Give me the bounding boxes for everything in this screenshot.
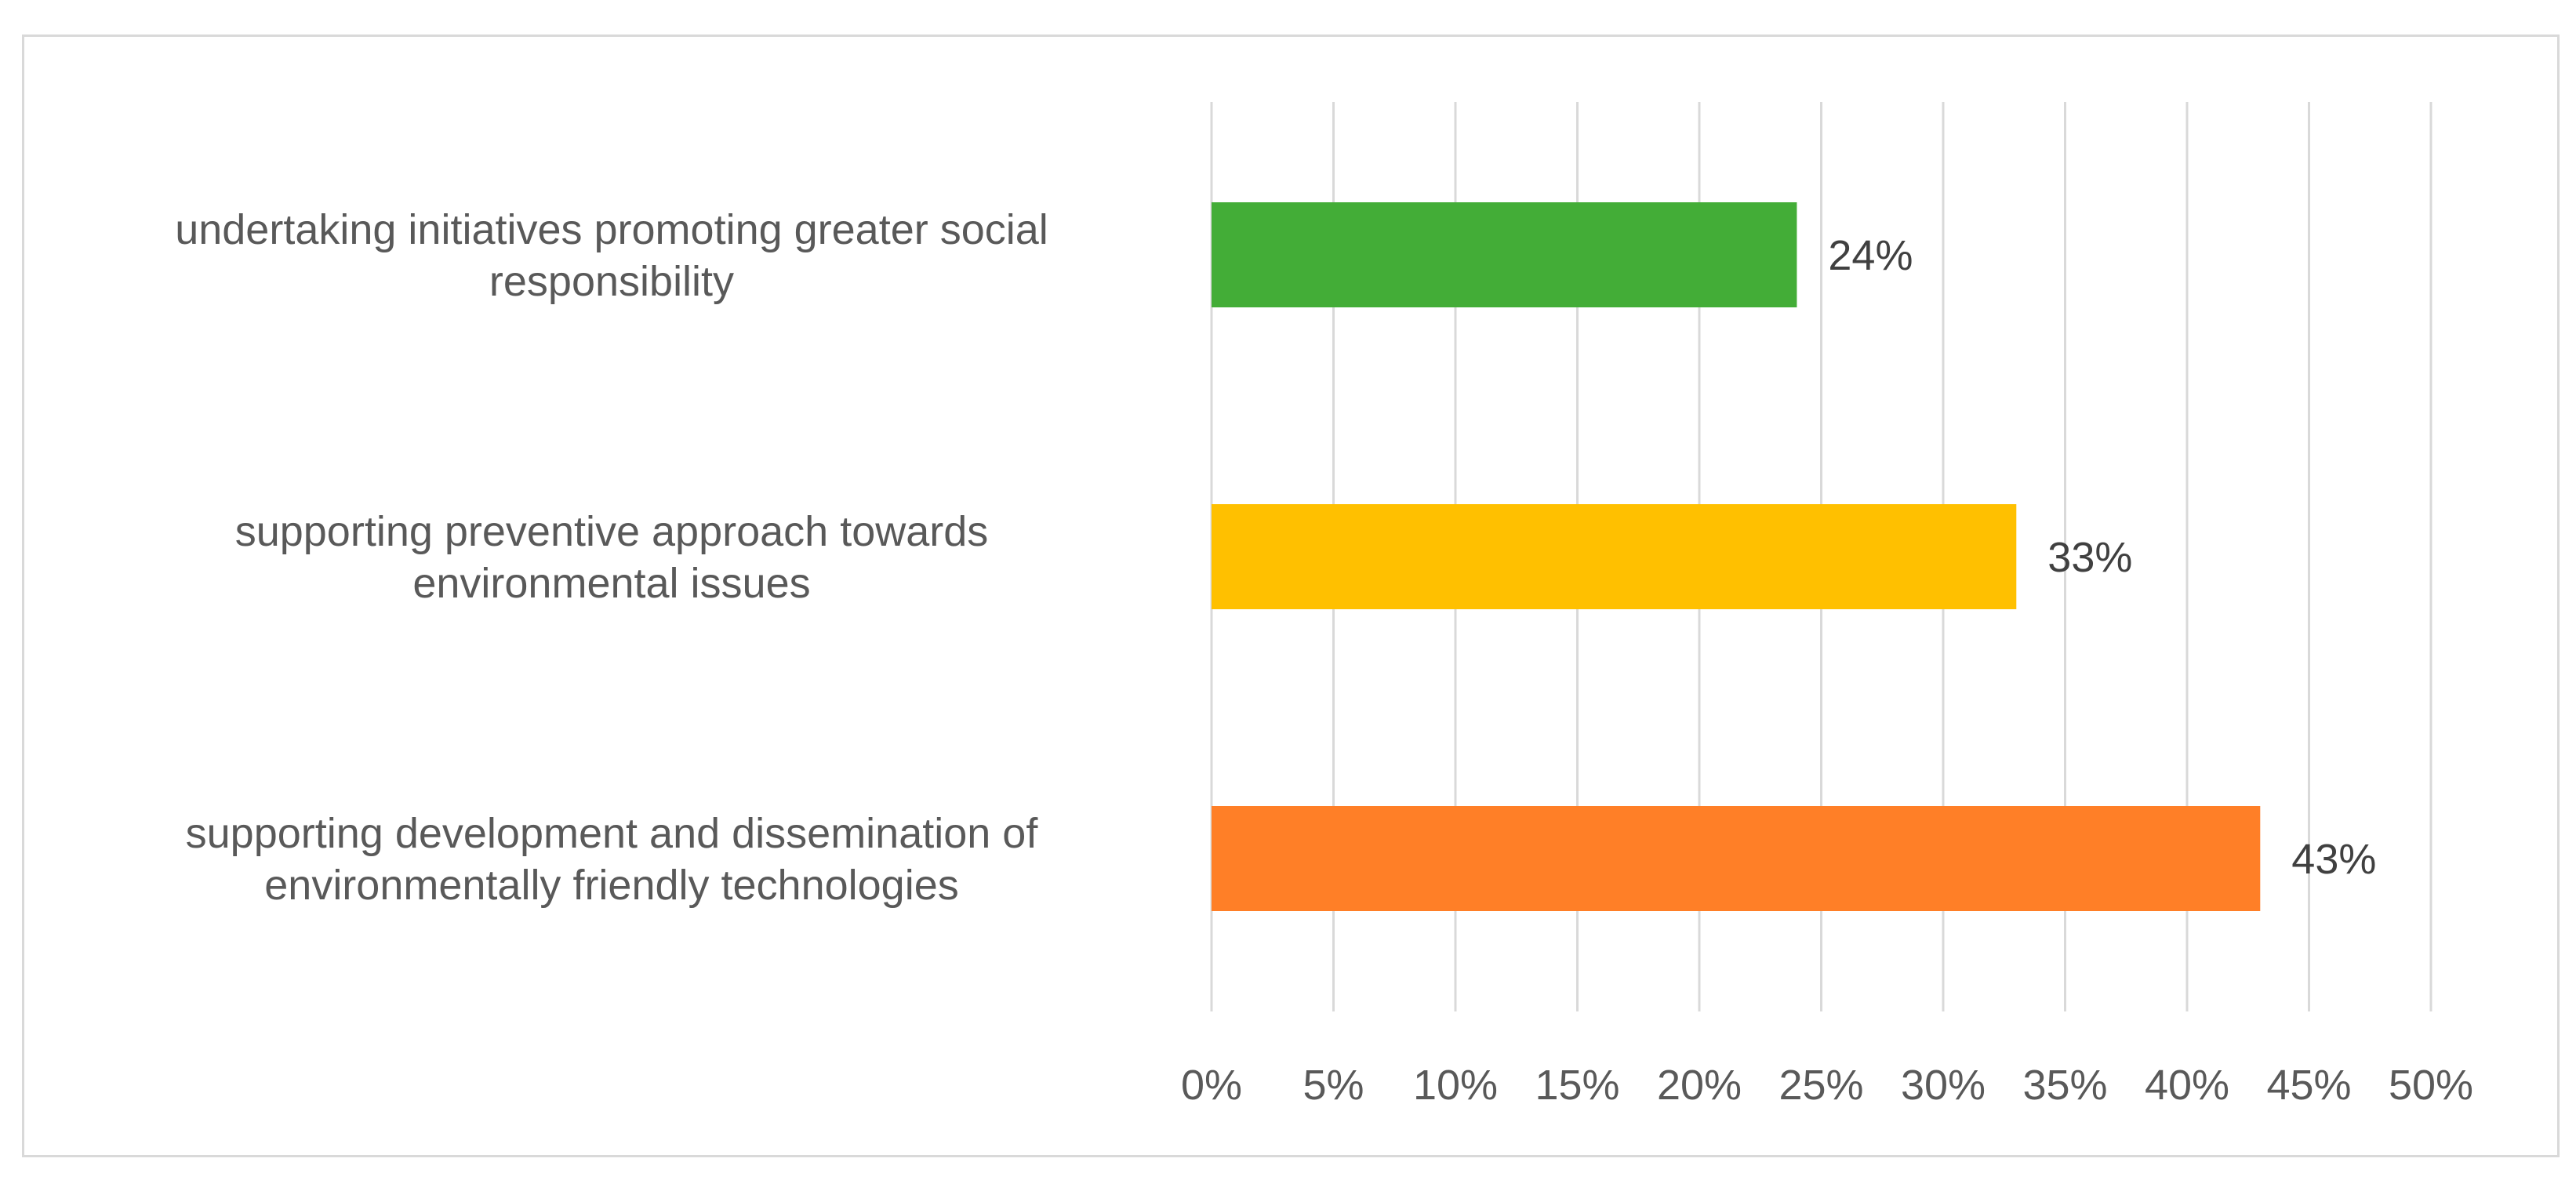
- data-label-3: 43%: [2291, 836, 2376, 883]
- bar-2: [1212, 504, 2017, 609]
- x-tick-label: 25%: [1778, 1062, 1863, 1109]
- x-tick-label: 45%: [2266, 1062, 2351, 1109]
- bars: [1212, 202, 2261, 911]
- x-tick-label: 5%: [1303, 1062, 1364, 1109]
- category-label-1-line-2: responsibility: [489, 258, 734, 305]
- data-labels: 24% 33% 43%: [1828, 232, 2376, 883]
- x-tick-label: 40%: [2145, 1062, 2229, 1109]
- data-label-2: 33%: [2047, 534, 2132, 581]
- x-tick-label: 20%: [1657, 1062, 1742, 1109]
- x-tick-label: 10%: [1413, 1062, 1498, 1109]
- bar-1: [1212, 202, 1797, 307]
- x-tick-label: 30%: [1901, 1062, 1986, 1109]
- x-tick-label: 35%: [2022, 1062, 2107, 1109]
- data-label-1: 24%: [1828, 232, 1913, 279]
- x-tick-label: 0%: [1181, 1062, 1242, 1109]
- bar-3: [1212, 806, 2261, 911]
- category-label-3-line-2: environmentally friendly technologies: [264, 862, 959, 909]
- category-label-2-line-2: environmental issues: [412, 560, 810, 607]
- category-label-2-line-1: supporting preventive approach towards: [235, 508, 989, 555]
- x-tick-label: 15%: [1535, 1062, 1619, 1109]
- category-labels: undertaking initiatives promoting greate…: [175, 206, 1048, 909]
- category-label-1-line-1: undertaking initiatives promoting greate…: [175, 206, 1048, 253]
- category-label-3-line-1: supporting development and dissemination…: [186, 810, 1039, 857]
- x-axis-tick-labels: 0% 5% 10% 15% 20% 25% 30% 35% 40% 45% 50%: [1181, 1062, 2473, 1109]
- x-tick-label: 50%: [2389, 1062, 2473, 1109]
